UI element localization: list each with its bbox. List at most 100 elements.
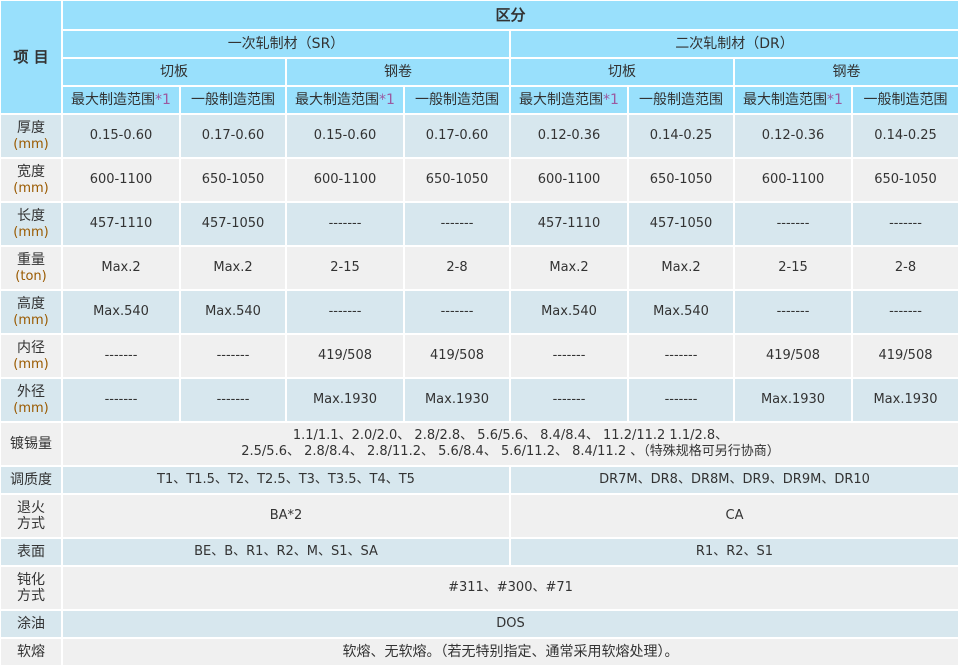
table-cell: Max.2 <box>629 247 733 289</box>
dr-header: 二次轧制材（DR） <box>511 31 958 57</box>
max-range-header: 最大制造范围*1 <box>735 87 851 113</box>
table-row: 外径 (mm) ------- ------- Max.1930 Max.1930 ----… <box>1 379 958 421</box>
table-cell: 2-8 <box>853 247 958 289</box>
table-cell: ------- <box>853 203 958 245</box>
table-cell: 0.12-0.36 <box>511 115 627 157</box>
table-cell: 0.14-0.25 <box>853 115 958 157</box>
anneal-label: 退火 方式 <box>1 495 61 537</box>
dr-cut-header: 切板 <box>511 59 733 85</box>
table-cell: ------- <box>287 203 403 245</box>
table-cell: 600-1100 <box>287 159 403 201</box>
row-label: 外径 (mm) <box>1 379 61 421</box>
table-cell: Max.540 <box>511 291 627 333</box>
table-cell: 0.15-0.60 <box>287 115 403 157</box>
table-cell: 2-15 <box>735 247 851 289</box>
passivation-label: 钝化 方式 <box>1 567 61 609</box>
table-cell: 0.17-0.60 <box>181 115 285 157</box>
reflow-label: 软熔 <box>1 639 61 665</box>
table-cell: ------- <box>629 335 733 377</box>
table-cell: Max.540 <box>63 291 179 333</box>
table-cell: ------- <box>63 335 179 377</box>
sr-coil-header: 钢卷 <box>287 59 509 85</box>
table-cell: Max.1930 <box>735 379 851 421</box>
table-cell: 457-1110 <box>63 203 179 245</box>
table-cell: 600-1100 <box>511 159 627 201</box>
table-cell: ------- <box>181 335 285 377</box>
table-cell: ------- <box>735 291 851 333</box>
temper-sr: T1、T1.5、T2、T2.5、T3、T3.5、T4、T5 <box>63 467 509 493</box>
anneal-dr: CA <box>511 495 958 537</box>
general-range-header: 一般制造范围 <box>405 87 509 113</box>
table-cell: Max.1930 <box>853 379 958 421</box>
table-row: 高度 (mm) Max.540 Max.540 ------- ------- Max.54… <box>1 291 958 333</box>
max-range-header: 最大制造范围*1 <box>287 87 403 113</box>
anneal-sr: BA*2 <box>63 495 509 537</box>
table-cell: 0.12-0.36 <box>735 115 851 157</box>
oil-value: DOS <box>63 611 958 637</box>
table-cell: ------- <box>853 291 958 333</box>
temper-dr: DR7M、DR8、DR8M、DR9、DR9M、DR10 <box>511 467 958 493</box>
table-row: 长度 (mm) 457-1110 457-1050 ------- ------- 457-… <box>1 203 958 245</box>
max-range-header: 最大制造范围*1 <box>511 87 627 113</box>
general-range-header: 一般制造范围 <box>181 87 285 113</box>
table-cell: ------- <box>511 335 627 377</box>
table-cell: 650-1050 <box>629 159 733 201</box>
table-cell: ------- <box>629 379 733 421</box>
table-row: 厚度 (mm) 0.15-0.60 0.17-0.60 0.15-0.60 0.17-0.… <box>1 115 958 157</box>
table-cell: 419/508 <box>405 335 509 377</box>
table-cell: 2-8 <box>405 247 509 289</box>
table-cell: Max.2 <box>511 247 627 289</box>
table-cell: Max.2 <box>63 247 179 289</box>
table-cell: 650-1050 <box>853 159 958 201</box>
row-label: 宽度 (mm) <box>1 159 61 201</box>
table-cell: Max.1930 <box>405 379 509 421</box>
table-cell: 650-1050 <box>405 159 509 201</box>
table-cell: Max.2 <box>181 247 285 289</box>
table-cell: 419/508 <box>287 335 403 377</box>
table-cell: ------- <box>63 379 179 421</box>
table-cell: 2-15 <box>287 247 403 289</box>
table-row: 内径 (mm) ------- ------- 419/508 419/508 ------… <box>1 335 958 377</box>
row-label: 长度 (mm) <box>1 203 61 245</box>
table-cell: Max.540 <box>629 291 733 333</box>
table-cell: Max.540 <box>181 291 285 333</box>
sr-header: 一次轧制材（SR） <box>63 31 509 57</box>
table-row: 重量 (ton) Max.2 Max.2 2-15 2-8 Max.2 Max.2 2-15 2-… <box>1 247 958 289</box>
tin-label: 镀锡量 <box>1 423 61 465</box>
table-cell: 419/508 <box>853 335 958 377</box>
table-cell: 457-1050 <box>181 203 285 245</box>
surface-label: 表面 <box>1 539 61 565</box>
row-label: 重量 (ton) <box>1 247 61 289</box>
table-cell: 457-1110 <box>511 203 627 245</box>
max-range-header: 最大制造范围*1 <box>63 87 179 113</box>
table-cell: 600-1100 <box>735 159 851 201</box>
oil-label: 涂油 <box>1 611 61 637</box>
table-cell: 0.15-0.60 <box>63 115 179 157</box>
table-cell: ------- <box>511 379 627 421</box>
tin-value: 1.1/1.1、2.0/2.0、 2.8/2.8、 5.6/5.6、 8.4/8… <box>63 423 958 465</box>
row-label: 厚度 (mm) <box>1 115 61 157</box>
surface-sr: BE、B、R1、R2、M、S1、SA <box>63 539 509 565</box>
dr-coil-header: 钢卷 <box>735 59 958 85</box>
reflow-value: 软熔、无软熔。（若无特别指定、通常采用软熔处理）。 <box>63 639 958 665</box>
table-cell: ------- <box>405 203 509 245</box>
general-range-header: 一般制造范围 <box>629 87 733 113</box>
table-cell: Max.1930 <box>287 379 403 421</box>
sr-cut-header: 切板 <box>63 59 285 85</box>
table-row: 宽度 (mm) 600-1100 650-1050 600-1100 650-1050 60… <box>1 159 958 201</box>
table-cell: 650-1050 <box>181 159 285 201</box>
row-label: 高度 (mm) <box>1 291 61 333</box>
table-cell: ------- <box>181 379 285 421</box>
table-cell: 457-1050 <box>629 203 733 245</box>
item-header: 项 目 <box>1 1 61 113</box>
temper-label: 调质度 <box>1 467 61 493</box>
passivation-value: #311、#300、#71 <box>63 567 958 609</box>
table-cell: ------- <box>287 291 403 333</box>
surface-dr: R1、R2、S1 <box>511 539 958 565</box>
general-range-header: 一般制造范围 <box>853 87 958 113</box>
table-cell: 600-1100 <box>63 159 179 201</box>
table-cell: 419/508 <box>735 335 851 377</box>
table-cell: 0.14-0.25 <box>629 115 733 157</box>
table-cell: ------- <box>405 291 509 333</box>
